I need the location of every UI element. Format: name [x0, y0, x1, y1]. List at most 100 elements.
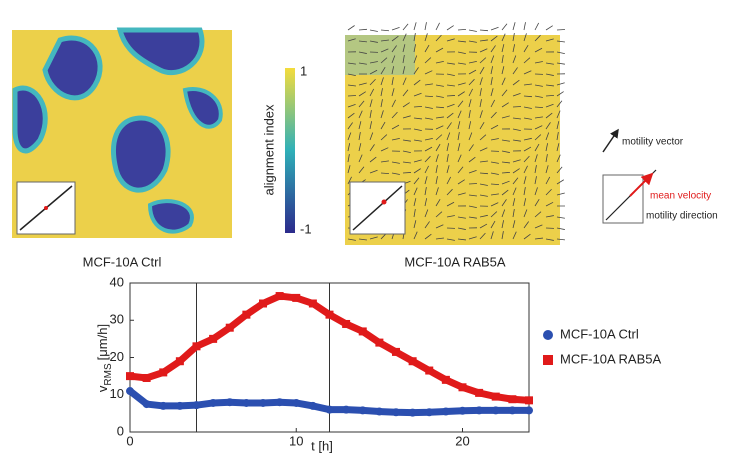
data-point: [492, 406, 500, 414]
colorbar-min: -1: [300, 221, 312, 236]
motility-arrow: [403, 24, 408, 30]
data-point: [176, 402, 184, 410]
plot: t [h] vRMS[μm/h] 01020304001020: [95, 274, 533, 453]
legend-label: MCF-10A Ctrl: [560, 326, 639, 341]
data-point: [226, 324, 234, 332]
key-text: motility direction: [646, 211, 718, 222]
data-point: [392, 348, 400, 356]
data-point: [259, 299, 267, 307]
data-point: [525, 396, 533, 404]
motility-arrow: [469, 183, 477, 184]
motility-arrow: [447, 95, 455, 96]
data-point: [292, 399, 300, 407]
motility-arrow: [425, 22, 426, 30]
ctrl-image: [12, 30, 232, 238]
motility-arrow: [502, 24, 507, 30]
motility-arrow: [491, 27, 499, 30]
motility-arrow: [359, 29, 367, 30]
motility-arrow: [524, 22, 525, 30]
data-point: [209, 399, 217, 407]
data-point: [276, 398, 284, 406]
motility-arrow: [535, 23, 539, 30]
data-point: [342, 406, 350, 414]
colorbar-label: alignment index: [261, 104, 276, 196]
key-text: motility vector: [622, 137, 684, 148]
data-point: [309, 402, 317, 410]
data-point: [459, 407, 467, 415]
data-point: [425, 408, 433, 416]
x-tick-label: 0: [126, 433, 133, 448]
data-point: [242, 399, 250, 407]
data-point: [459, 383, 467, 391]
data-point: [475, 389, 483, 397]
data-point: [508, 406, 516, 414]
data-point: [359, 406, 367, 414]
data-point: [442, 376, 450, 384]
key-text: mean velocity: [650, 191, 711, 202]
data-point: [375, 339, 383, 347]
data-point: [242, 311, 250, 319]
data-point: [276, 292, 284, 300]
data-point: [326, 406, 334, 414]
key-box: [603, 175, 643, 223]
rab5a-inset: [350, 182, 405, 234]
motility-arrow: [436, 23, 440, 30]
data-point: [143, 400, 151, 408]
motility-arrow: [513, 106, 521, 107]
y-tick-label: 0: [117, 423, 124, 438]
motility-arrow: [513, 22, 515, 30]
data-point: [126, 372, 134, 380]
x-axis-label: t [h]: [311, 438, 333, 453]
data-point: [143, 374, 151, 382]
motility-arrow: [447, 26, 454, 30]
data-point: [375, 408, 383, 416]
data-point: [159, 402, 167, 410]
data-point: [409, 357, 417, 365]
legend-marker: [543, 355, 553, 365]
motility-arrow: [370, 30, 378, 31]
data-point: [226, 398, 234, 406]
x-tick-label: 20: [455, 433, 469, 448]
y-label-part: [μm/h]: [95, 324, 110, 360]
data-point: [292, 294, 300, 302]
y-tick-label: 30: [110, 312, 124, 327]
data-point: [259, 399, 267, 407]
data-point: [159, 368, 167, 376]
x-tick-label: 10: [289, 433, 303, 448]
panel-label: MCF-10A Ctrl: [83, 254, 162, 269]
data-point: [425, 367, 433, 375]
data-point: [209, 335, 217, 343]
data-point: [193, 401, 201, 409]
data-point: [309, 299, 317, 307]
data-point: [409, 409, 417, 417]
figure: MCF-10A Ctrl 1 -1 alignment index MCF-10…: [0, 0, 734, 455]
data-point: [342, 320, 350, 328]
data-point: [359, 327, 367, 335]
y-label-part: RMS: [103, 363, 114, 386]
motility-arrow: [414, 22, 416, 30]
motility-arrow: [392, 27, 400, 30]
data-point: [392, 408, 400, 416]
motility-arrow: [403, 172, 411, 173]
y-tick-label: 20: [110, 349, 124, 364]
motility-arrow: [348, 25, 355, 30]
data-point: [176, 357, 184, 365]
legend-marker: [543, 330, 553, 340]
data-point: [193, 342, 201, 350]
key-arrow: [603, 130, 618, 152]
data-point: [492, 393, 500, 401]
motility-arrow: [458, 29, 466, 30]
data-point: [525, 406, 533, 414]
motility-arrow: [469, 30, 477, 32]
motility-arrow: [557, 29, 565, 30]
data-point: [126, 387, 134, 395]
data-point: [442, 408, 450, 416]
data-point: [326, 311, 334, 319]
legend-label: MCF-10A RAB5A: [560, 351, 661, 366]
data-point: [475, 406, 483, 414]
motility-arrow: [381, 30, 389, 31]
panel-label: MCF-10A RAB5A: [404, 254, 505, 269]
y-tick-label: 40: [110, 274, 124, 289]
data-point: [508, 395, 516, 403]
colorbar: [285, 68, 295, 233]
